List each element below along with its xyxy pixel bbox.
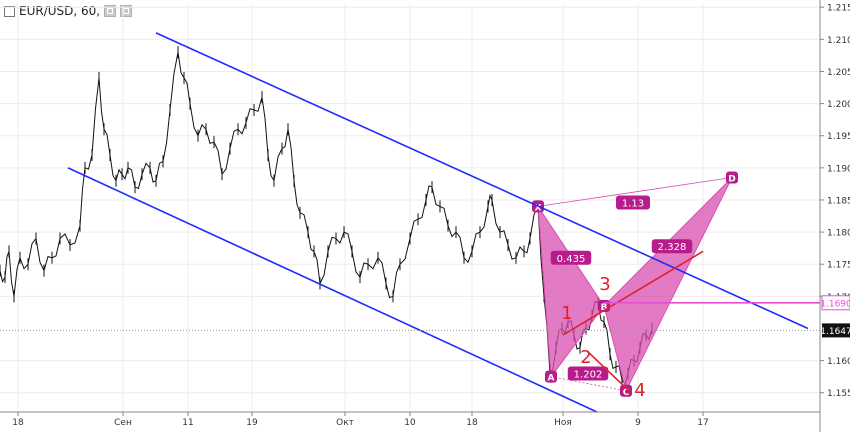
ratio-label: 1.202	[567, 366, 609, 381]
y-tick-label: 1.1850	[827, 196, 850, 206]
pattern-point-label: X	[535, 203, 542, 213]
y-tick-label: 1.2100	[827, 36, 850, 46]
x-tick-label: 17	[697, 418, 708, 428]
y-tick-label: 1.2000	[827, 100, 850, 110]
ratio-badge	[550, 250, 592, 265]
pattern-point-a: A	[545, 370, 557, 384]
y-tick-label: 1.1900	[827, 164, 850, 174]
y-tick-label: 1.2050	[827, 68, 850, 78]
pattern-point-label: B	[601, 303, 608, 313]
level-tag-text: 1.1690	[820, 299, 850, 309]
ratio-badge	[567, 366, 609, 381]
y-tick-label: 1.1550	[827, 389, 850, 399]
x-tick-label: 10	[404, 418, 416, 428]
wave-label: 1	[561, 303, 572, 324]
x-tick-label: Сен	[114, 418, 132, 428]
ratio-label: 1.13	[616, 195, 650, 210]
ratio-text: 0.435	[557, 254, 586, 265]
pattern-point-badge	[620, 384, 632, 397]
x-tick-label: 19	[246, 418, 258, 428]
pattern-point-d: D	[726, 171, 738, 184]
ratio-text: 1.202	[574, 369, 603, 380]
ratio-label: 0.435	[550, 250, 592, 265]
wave-label: 4	[634, 380, 645, 401]
ratio-text: 2.328	[658, 242, 687, 253]
pattern-line-ac	[550, 376, 627, 392]
y-tick-label: 1.1750	[827, 261, 850, 271]
current-price-tag: 1.1647	[820, 323, 850, 338]
level-tag-box	[821, 295, 850, 311]
current-tag-text: 1.1647	[820, 327, 850, 337]
y-tick-label: 1.1800	[827, 229, 850, 239]
x-tick-label: Окт	[336, 418, 354, 428]
channel-upper-line	[155, 32, 809, 330]
y-tick-label: 1.1600	[827, 357, 850, 367]
channel-lower-line	[67, 167, 598, 413]
pattern-point-badge	[726, 171, 738, 184]
y-tick-label: 1.2150	[827, 4, 850, 14]
drawings: 1 2 3 4	[0, 32, 820, 413]
pattern-point-label: C	[623, 388, 630, 398]
ratio-label: 2.328	[651, 239, 693, 254]
wave-label: 2	[580, 347, 591, 368]
x-tick-label: 11	[182, 418, 193, 428]
wave-label: 3	[599, 274, 610, 295]
pattern-point-label: A	[548, 374, 555, 384]
pattern-point-label: D	[728, 174, 735, 184]
x-tick-label: 18	[466, 418, 478, 428]
pattern-point-c: C	[620, 384, 632, 398]
y-tick-label: 1.1950	[827, 132, 850, 142]
pattern-line-xd	[537, 177, 733, 207]
x-tick-label: 18	[12, 418, 24, 428]
x-tick-label: Ноя	[554, 418, 572, 428]
wave-line-up	[562, 250, 704, 336]
harmonic-pattern: X A B C D 0.435 1.202 2.328 1.13	[532, 171, 738, 398]
ratio-badge	[616, 195, 650, 210]
level-price-tag: 1.1690	[820, 295, 850, 311]
pattern-point-badge	[545, 370, 557, 383]
chart-grid	[0, 4, 820, 412]
collapse-icon[interactable]	[4, 5, 15, 17]
settings-icon[interactable]	[104, 5, 117, 17]
current-tag-box	[822, 323, 850, 338]
ratio-badge	[651, 239, 693, 254]
ratio-text: 1.13	[622, 199, 644, 210]
wave-line-down	[586, 350, 632, 394]
x-tick-label: 9	[635, 418, 641, 428]
